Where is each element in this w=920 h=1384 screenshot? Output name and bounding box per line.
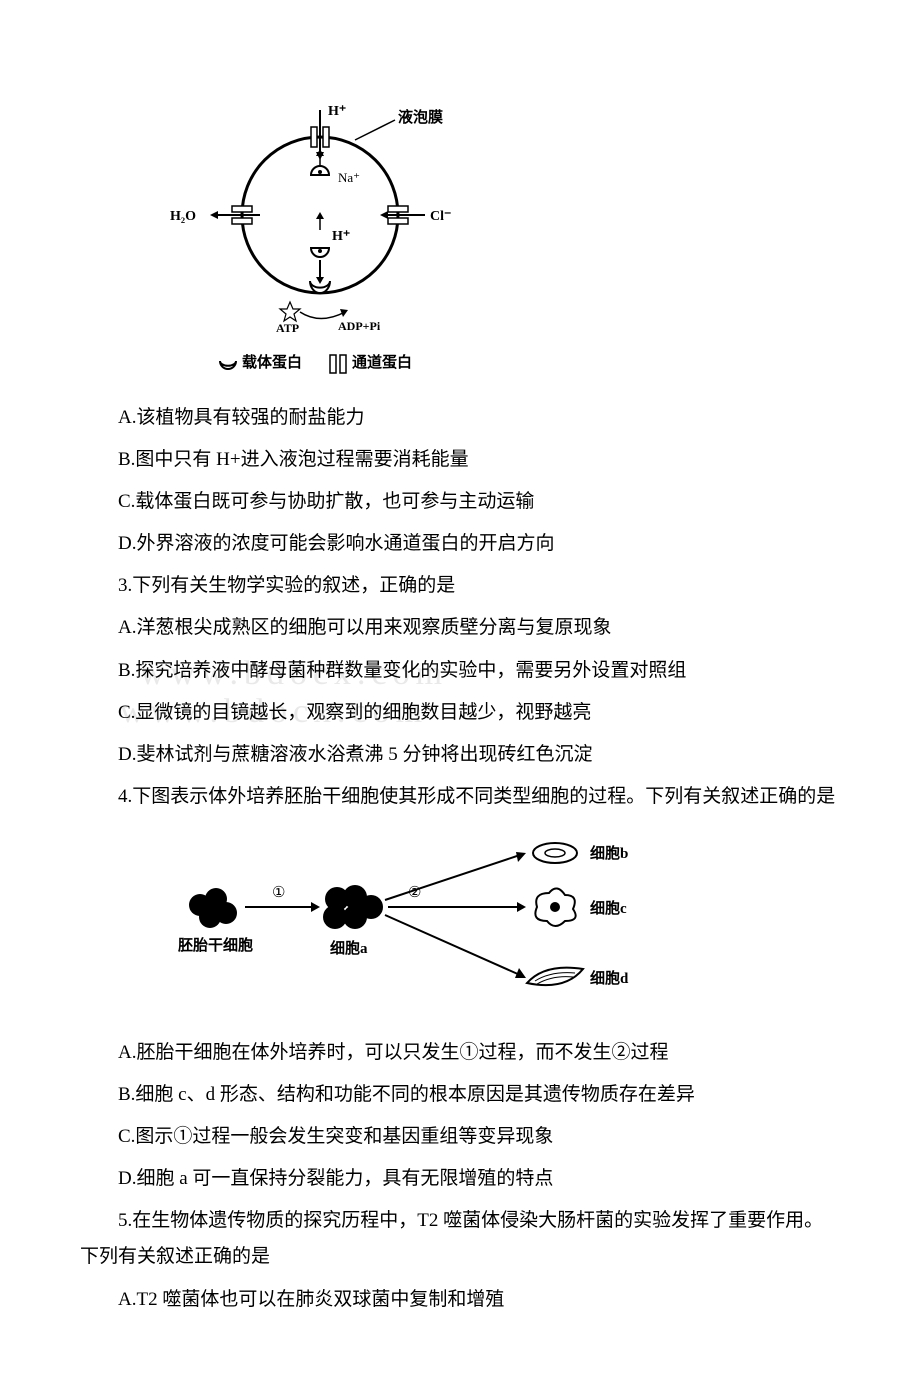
- q2-option-c: C.载体蛋白既可参与协助扩散，也可参与主动运输: [80, 484, 840, 520]
- label-cell-b: 细胞b: [590, 844, 628, 862]
- q3-option-a: A.洋葱根尖成熟区的细胞可以用来观察质壁分离与复原现象: [80, 610, 840, 646]
- q4-option-d: D.细胞 a 可一直保持分裂能力，具有无限增殖的特点: [80, 1161, 840, 1197]
- q4-option-a: A.胚胎干细胞在体外培养时，可以只发生①过程，而不发生②过程: [80, 1035, 840, 1071]
- q3-option-d: D.斐林试剂与蔗糖溶液水浴煮沸 5 分钟将出现砖红色沉淀: [80, 737, 840, 773]
- figure-vacuole-diagram: H⁺ 液泡膜 Na⁺ H₂O: [160, 80, 840, 380]
- q3-option-b: B.探究培养液中酵母菌种群数量变化的实验中，需要另外设置对照组: [80, 653, 840, 689]
- label-cell-d: 细胞d: [590, 969, 629, 987]
- q4-option-b: B.细胞 c、d 形态、结构和功能不同的根本原因是其遗传物质存在差异: [80, 1077, 840, 1113]
- legend-channel-label: 通道蛋白: [352, 353, 412, 371]
- label-h-top: H⁺: [328, 104, 346, 119]
- q2-option-d: D.外界溶液的浓度可能会影响水通道蛋白的开启方向: [80, 526, 840, 562]
- q5-option-a: A.T2 噬菌体也可以在肺炎双球菌中复制和增殖: [80, 1282, 840, 1318]
- q5-stem: 5.在生物体遗传物质的探究历程中，T2 噬菌体侵染大肠杆菌的实验发挥了重要作用。…: [80, 1203, 840, 1275]
- legend-carrier-label: 载体蛋白: [242, 353, 302, 371]
- label-vacuole-membrane: 液泡膜: [398, 108, 443, 126]
- figure-stem-cell-diagram: 胚胎干细胞 ① 细胞a ② 细胞b: [160, 835, 840, 1015]
- label-stem-cells: 胚胎干细胞: [178, 936, 253, 954]
- label-adp: ADP+Pi: [338, 319, 381, 333]
- q2-option-b: B.图中只有 H+进入液泡过程需要消耗能量: [80, 442, 840, 478]
- label-step2: ②: [408, 885, 421, 901]
- stem-cell-svg: 胚胎干细胞 ① 细胞a ② 细胞b: [160, 835, 680, 1015]
- label-cl: Cl⁻: [430, 209, 451, 224]
- q2-option-a: A.该植物具有较强的耐盐能力: [80, 400, 840, 436]
- q3-option-c: C.显微镜的目镜越长，观察到的细胞数目越少，视野越亮: [80, 695, 840, 731]
- q4-option-c: C.图示①过程一般会发生突变和基因重组等变异现象: [80, 1119, 840, 1155]
- label-cell-a: 细胞a: [330, 939, 368, 957]
- q4-stem: 4.下图表示体外培养胚胎干细胞使其形成不同类型细胞的过程。下列有关叙述正确的是: [80, 779, 840, 815]
- label-h-bottom: H⁺: [332, 229, 350, 244]
- q3-stem: 3.下列有关生物学实验的叙述，正确的是: [80, 568, 840, 604]
- vacuole-svg: H⁺ 液泡膜 Na⁺ H₂O: [160, 80, 500, 380]
- label-step1: ①: [272, 885, 285, 901]
- label-atp: ATP: [276, 321, 299, 335]
- label-h2o: H₂O: [170, 209, 196, 224]
- label-cell-c: 细胞c: [590, 899, 627, 917]
- label-na: Na⁺: [338, 170, 360, 185]
